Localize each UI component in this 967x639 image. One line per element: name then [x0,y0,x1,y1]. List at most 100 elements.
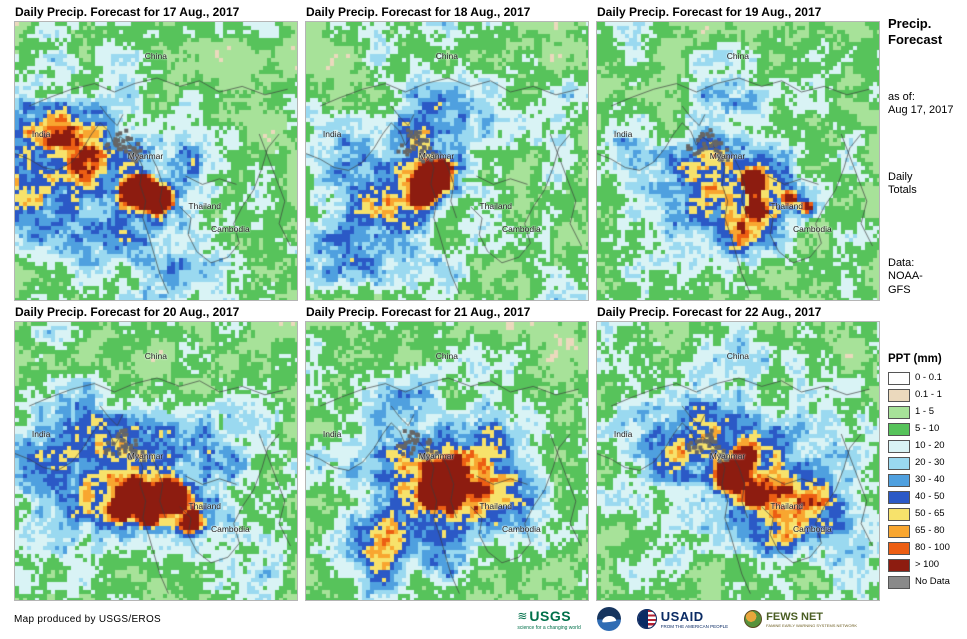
data-source-block: Data: NOAA-GFS [888,257,965,297]
legend-item: 1 - 5 [888,405,965,419]
legend-item: 0 - 0.1 [888,371,965,385]
panel-title: Daily Precip. Forecast for 19 Aug., 2017 [597,5,822,19]
legend-swatch [888,524,910,538]
legend-item-label: 0 - 0.1 [915,372,942,384]
map-label-india: India [613,429,633,440]
sidebar: Precip. Forecast as of: Aug 17, 2017 Dai… [880,0,967,601]
panel-title: Daily Precip. Forecast for 21 Aug., 2017 [306,305,531,319]
precip-map-22aug: China India Myanmar Thailand Cambodia [596,321,880,601]
legend-item: 5 - 10 [888,422,965,436]
precip-map-19aug: China India Myanmar Thailand Cambodia [596,21,880,301]
map-label-myanmar: Myanmar [709,151,746,162]
legend-item-label: > 100 [915,559,940,571]
fewsnet-logo-text-block: FEWS NET FAMINE EARLY WARNING SYSTEMS NE… [766,611,857,628]
legend-item-label: 30 - 40 [915,474,945,486]
map-label-china: China [726,51,749,62]
legend-item-label: 10 - 20 [915,440,945,452]
map-panel-19aug: Daily Precip. Forecast for 19 Aug., 2017… [596,4,880,301]
precip-map-canvas [15,322,297,600]
legend-item-label: 80 - 100 [915,542,950,554]
legend-item: 40 - 50 [888,490,965,504]
legend-item-label: 50 - 65 [915,508,945,520]
legend-item: No Data [888,575,965,589]
logos-row: ≋ USGS science for a changing world USAI… [517,607,857,631]
map-label-cambodia: Cambodia [792,223,832,234]
legend-item: 65 - 80 [888,524,965,538]
map-panel-17aug: Daily Precip. Forecast for 17 Aug., 2017… [14,4,298,301]
legend-item: 10 - 20 [888,439,965,453]
legend-swatch [888,575,910,589]
legend-swatch [888,422,910,436]
as-of-date: Aug 17, 2017 [888,103,954,116]
totals-label: Daily Totals [888,170,917,197]
fewsnet-tagline: FAMINE EARLY WARNING SYSTEMS NETWORK [766,622,857,628]
fewsnet-logo: FEWS NET FAMINE EARLY WARNING SYSTEMS NE… [744,610,857,628]
precip-map-canvas [306,22,588,300]
usaid-emblem-icon [636,609,657,629]
legend-item-label: 0.1 - 1 [915,389,942,401]
legend-swatch [888,490,910,504]
legend-item: 20 - 30 [888,456,965,470]
legend-swatch [888,388,910,402]
legend-swatch [888,371,910,385]
map-label-china: China [435,51,458,62]
map-panel-22aug: Daily Precip. Forecast for 22 Aug., 2017… [596,304,880,601]
map-label-cambodia: Cambodia [792,523,832,534]
map-label-thailand: Thailand [770,201,804,212]
map-label-myanmar: Myanmar [418,151,455,162]
page-title: Precip. Forecast [888,16,943,48]
legend-item-label: 40 - 50 [915,491,945,503]
map-panel-21aug: Daily Precip. Forecast for 21 Aug., 2017… [305,304,589,601]
legend-swatch [888,405,910,419]
map-label-india: India [322,129,342,140]
legend-item-label: No Data [915,576,950,588]
fewsnet-globe-icon [744,610,763,628]
legend-swatch [888,558,910,572]
precip-map-canvas [597,322,879,600]
map-credit: Map produced by USGS/EROS [14,613,162,625]
legend-item-label: 5 - 10 [915,423,940,435]
panel-title: Daily Precip. Forecast for 17 Aug., 2017 [15,5,240,19]
precip-map-canvas [597,22,879,300]
legend-swatch [888,473,910,487]
legend-item-label: 1 - 5 [915,406,935,418]
legend-item: 50 - 65 [888,507,965,521]
legend-list: 0 - 0.1 0.1 - 1 1 - 5 5 - 10 10 - 20 20 - 30 3… [888,371,965,589]
legend-swatch [888,456,910,470]
map-label-thailand: Thailand [188,501,222,512]
maps-grid: Daily Precip. Forecast for 17 Aug., 2017… [14,4,880,601]
legend-swatch [888,541,910,555]
legend-item-label: 20 - 30 [915,457,945,469]
map-labels: China India Myanmar Thailand Cambodia [306,322,588,600]
usgs-logo-top: ≋ USGS [517,608,571,624]
noaa-gull-icon [601,615,617,623]
usaid-logo: USAID FROM THE AMERICAN PEOPLE [636,609,728,629]
noaa-logo [596,607,621,631]
fewsnet-logo-text: FEWS NET [766,610,824,623]
usgs-wave-icon: ≋ [517,608,528,623]
map-label-china: China [726,351,749,362]
map-label-thailand: Thailand [770,501,804,512]
usgs-tagline: science for a changing world [517,624,581,631]
map-label-cambodia: Cambodia [210,523,250,534]
map-label-china: China [144,351,167,362]
map-label-china: China [144,51,167,62]
map-label-china: China [435,351,458,362]
map-label-myanmar: Myanmar [709,451,746,462]
map-label-thailand: Thailand [188,201,222,212]
usaid-logo-text-block: USAID FROM THE AMERICAN PEOPLE [661,609,728,629]
map-label-india: India [31,129,51,140]
map-label-cambodia: Cambodia [501,223,541,234]
map-panel-20aug: Daily Precip. Forecast for 20 Aug., 2017… [14,304,298,601]
legend-item: 0.1 - 1 [888,388,965,402]
map-labels: China India Myanmar Thailand Cambodia [15,22,297,300]
legend-swatch [888,439,910,453]
precip-map-canvas [306,322,588,600]
map-label-india: India [613,129,633,140]
precip-map-20aug: China India Myanmar Thailand Cambodia [14,321,298,601]
legend-swatch [888,507,910,521]
main-layout: Daily Precip. Forecast for 17 Aug., 2017… [14,0,967,601]
map-label-myanmar: Myanmar [418,451,455,462]
as-of-block: as of: Aug 17, 2017 [888,91,965,117]
